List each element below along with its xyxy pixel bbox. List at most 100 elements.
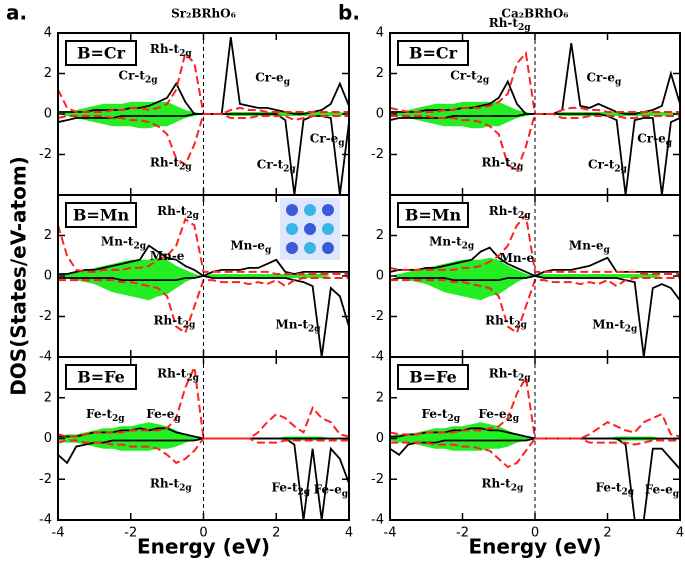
label-box	[65, 364, 137, 390]
annotation-text: Cr-t	[257, 157, 284, 171]
inset-atom	[322, 223, 334, 235]
x-tick-label: 0	[531, 526, 539, 541]
y-tick-label: 0	[44, 107, 52, 122]
panel-label: B=Mn	[405, 206, 462, 225]
annotation-sub: 2g	[179, 49, 192, 59]
annotation-text: Rh-t	[150, 476, 180, 490]
annotation: Cr-t2g	[588, 157, 628, 174]
annotation-sub: g	[174, 414, 181, 424]
annotation-text: Fe-e	[645, 482, 673, 496]
annotation-sub: 2g	[186, 211, 199, 221]
label-box	[65, 202, 137, 228]
annotation-text: Mn-t	[592, 317, 625, 331]
annotation-sub: g	[342, 489, 349, 499]
y-tick-label: -4	[39, 350, 52, 365]
y-tick-label: 0	[376, 269, 384, 284]
y-tick-label: 0	[376, 107, 384, 122]
x-tick-label: -2	[456, 526, 469, 541]
annotation-text: Cr-t	[119, 68, 146, 82]
annotation-text: Mn-t	[276, 317, 309, 331]
x-tick-label: -4	[384, 526, 397, 541]
crystal-inset	[280, 198, 340, 260]
annotation-text: Fe-t	[595, 480, 621, 494]
annotation: Rh-t2g	[485, 313, 527, 330]
inset-atom	[304, 242, 316, 254]
annotation: Rh-t2g	[489, 366, 531, 383]
annotation-sub: 2g	[511, 162, 524, 172]
panel-frame	[389, 356, 681, 521]
annotation-text: Mn-e	[569, 238, 604, 252]
annotation: Fe-t2g	[86, 407, 125, 424]
x-tick-label: 2	[272, 526, 280, 541]
annotation: Rh-t2g	[150, 155, 192, 172]
annotation: Cr-t2g	[450, 68, 490, 85]
annotation-sub: g	[666, 138, 673, 148]
dos-line-dashed	[58, 217, 349, 275]
annotation-sub: 2g	[145, 75, 158, 85]
annotation-text: Cr-e	[637, 131, 666, 145]
annotation-sub: 2g	[507, 414, 520, 424]
dos-area	[390, 422, 680, 439]
annotation-sub: 2g	[462, 241, 475, 251]
y-tick-label: -2	[39, 147, 52, 162]
dos-area	[390, 101, 680, 114]
annotation-text: Rh-t	[485, 313, 515, 327]
annotation-sub: g	[615, 77, 622, 87]
annotation-sub: 2g	[308, 324, 321, 334]
annotation: Cr-eg	[310, 131, 346, 148]
annotation-text: Fe-t	[86, 407, 112, 421]
annotation: Cr-t2g	[119, 68, 159, 85]
annotation-sub: 2g	[112, 414, 125, 424]
annotation-text: Cr-e	[310, 131, 339, 145]
y-tick-label: -2	[39, 472, 52, 487]
annotation-text: Rh-t	[489, 366, 519, 380]
x-tick-label: 0	[199, 526, 207, 541]
y-tick-label: 0	[44, 431, 52, 446]
panel-label: B=Mn	[73, 206, 130, 225]
x-tick-label: -4	[52, 526, 65, 541]
inset-atom	[322, 242, 334, 254]
annotation-text: Mn-e	[230, 238, 265, 252]
annotation-text: Rh-t	[481, 155, 511, 169]
annotation-sub: 2g	[621, 487, 634, 497]
y-tick-label: -2	[371, 147, 384, 162]
y-axis-title: DOS(States/eV-atom)	[7, 156, 31, 396]
annotation-text: Rh-t	[489, 204, 519, 218]
annotation-text: Rh-t	[157, 366, 187, 380]
inset-atom	[286, 204, 298, 216]
annotation: Rh-t2g	[150, 42, 192, 59]
annotation-text: Rh-t	[481, 476, 511, 490]
annotation-text: Fe-e	[478, 407, 506, 421]
y-tick-label: 0	[376, 431, 384, 446]
x-tick-label: 4	[676, 526, 684, 541]
y-tick-label: 0	[44, 269, 52, 284]
annotation-sub: g	[284, 77, 291, 87]
annotation-sub: 2g	[186, 373, 199, 383]
dos-area	[58, 438, 349, 451]
panel-tag: a.	[6, 1, 27, 25]
dos-line-dashed	[390, 113, 680, 173]
annotation: Rh-t2g	[157, 366, 199, 383]
annotation: Mn-t2g	[101, 234, 147, 251]
annotation-sub: 2g	[283, 164, 296, 174]
y-tick-label: -2	[371, 309, 384, 324]
chart-title: Ca₂BRhO₆	[501, 7, 568, 21]
y-tick-label: -4	[371, 513, 384, 528]
y-tick-label: 2	[44, 66, 52, 81]
annotation: Fe-t2g	[272, 480, 311, 497]
panel-label: B=Fe	[409, 368, 457, 387]
annotation-text: Cr-t	[588, 157, 615, 171]
annotation-text: Fe-t	[272, 480, 298, 494]
annotation-sub: 2g	[518, 373, 531, 383]
annotation-text: Rh-t	[157, 204, 187, 218]
panel-label: B=Cr	[409, 44, 458, 63]
dos-area	[58, 114, 349, 129]
annotation-sub: g	[338, 138, 345, 148]
y-tick-label: 2	[44, 390, 52, 405]
y-tick-label: 2	[44, 228, 52, 243]
panel-label: B=Fe	[77, 368, 125, 387]
annotation: Mn-e	[500, 250, 535, 264]
dos-line-dashed	[58, 437, 349, 465]
annotation: Fe-e2g	[478, 407, 519, 424]
